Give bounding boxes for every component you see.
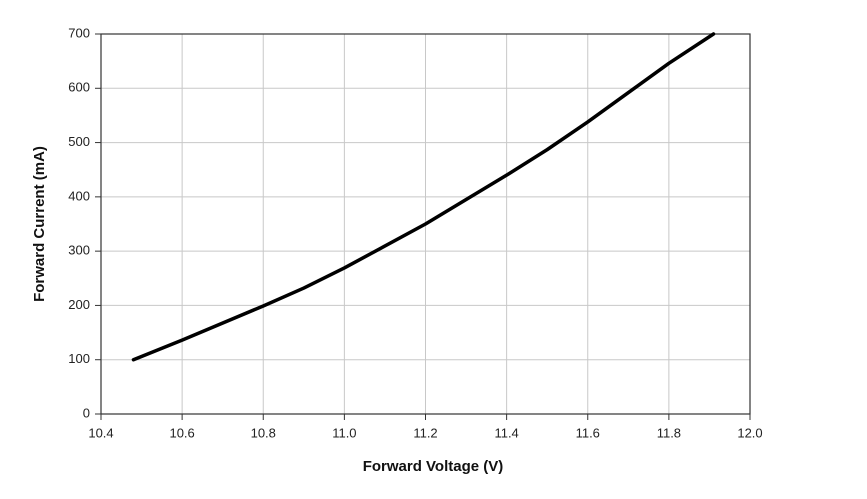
x-tick-label: 11.4 <box>494 425 518 440</box>
data-line <box>131 32 716 362</box>
x-tick-label: 11.2 <box>413 425 437 440</box>
x-tick-label: 11.8 <box>657 425 681 440</box>
y-tick-label: 400 <box>68 188 90 203</box>
y-tick-label: 600 <box>68 80 90 95</box>
y-axis-title: Forward Current (mA) <box>31 146 48 302</box>
x-tick-label: 10.8 <box>251 425 276 440</box>
y-tick-label: 300 <box>68 243 90 258</box>
y-tick-label: 200 <box>68 297 90 312</box>
y-tick-label: 700 <box>68 25 90 40</box>
y-tick-label: 500 <box>68 134 90 149</box>
x-tick-label: 11.0 <box>332 425 356 440</box>
x-tick-label: 10.4 <box>88 425 113 440</box>
y-tick-label: 100 <box>68 351 90 366</box>
x-tick-label: 12.0 <box>737 425 762 440</box>
x-tick-label: 10.6 <box>169 425 194 440</box>
x-tick-label: 11.6 <box>576 425 600 440</box>
y-tick-label: 0 <box>83 405 90 420</box>
plot-frame <box>100 33 751 415</box>
x-axis-title: Forward Voltage (V) <box>363 458 504 475</box>
